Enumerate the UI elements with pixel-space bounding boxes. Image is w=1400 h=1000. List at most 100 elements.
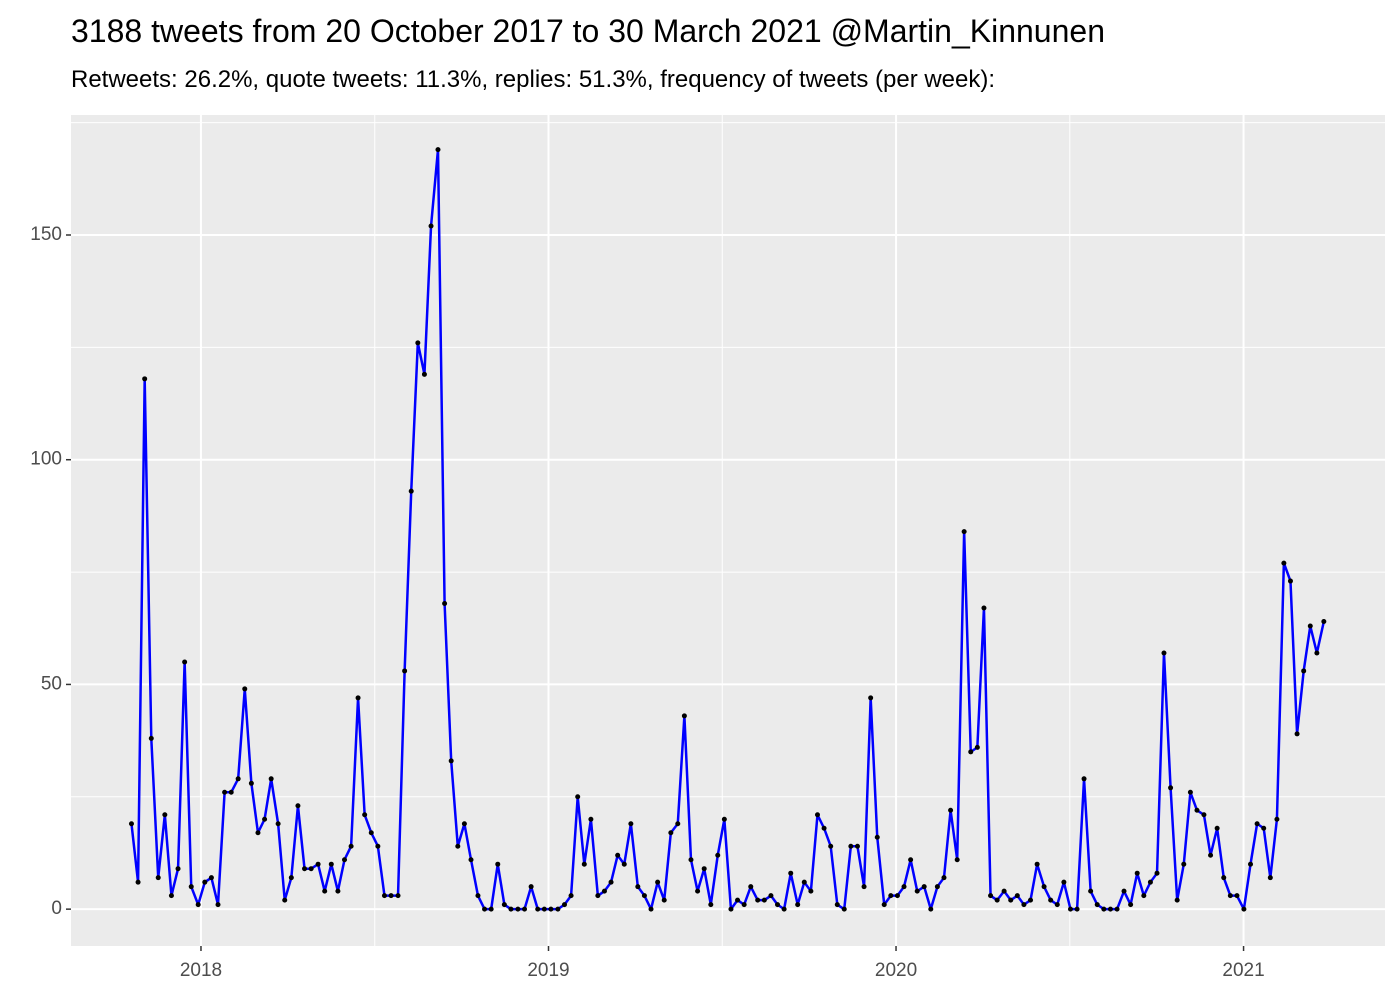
data-point	[202, 879, 208, 885]
data-point	[501, 902, 507, 908]
data-point	[668, 830, 674, 836]
data-point	[1054, 902, 1060, 908]
data-point	[641, 893, 647, 899]
data-point	[1201, 812, 1207, 818]
data-point	[1227, 893, 1233, 899]
data-point	[1281, 560, 1287, 566]
data-point	[435, 147, 441, 153]
data-point	[1141, 893, 1147, 899]
data-point	[295, 803, 301, 809]
data-point	[695, 888, 701, 894]
data-point	[1267, 875, 1273, 881]
data-point	[1261, 825, 1267, 831]
data-point	[735, 897, 741, 903]
data-point	[548, 906, 554, 912]
data-point	[1134, 870, 1140, 876]
data-point	[788, 870, 794, 876]
data-point	[348, 843, 354, 849]
data-point	[1061, 879, 1067, 885]
data-point	[1214, 825, 1220, 831]
data-point	[468, 857, 474, 863]
data-point	[208, 875, 214, 881]
data-point	[588, 816, 594, 822]
data-point	[708, 902, 714, 908]
data-point	[934, 884, 940, 890]
data-point	[1174, 897, 1180, 903]
data-point	[442, 601, 448, 607]
data-point	[841, 906, 847, 912]
data-point	[854, 843, 860, 849]
data-point	[328, 861, 334, 867]
data-point	[1321, 619, 1327, 625]
data-point	[721, 816, 727, 822]
data-point	[701, 866, 707, 872]
data-point	[1314, 650, 1320, 656]
data-point	[375, 843, 381, 849]
data-point	[475, 893, 481, 899]
data-point	[1001, 888, 1007, 894]
data-point	[188, 884, 194, 890]
data-point	[1067, 906, 1073, 912]
data-point	[482, 906, 488, 912]
data-point	[608, 879, 614, 885]
data-point	[681, 713, 687, 719]
data-point	[675, 821, 681, 827]
data-point	[655, 879, 661, 885]
data-point	[1041, 884, 1047, 890]
data-point	[1241, 906, 1247, 912]
data-point	[615, 852, 621, 858]
data-point	[128, 821, 134, 827]
data-point	[648, 906, 654, 912]
data-point	[1181, 861, 1187, 867]
data-point	[948, 807, 954, 813]
data-point	[522, 906, 528, 912]
data-point	[355, 695, 361, 701]
y-tick-label: 50	[41, 673, 62, 694]
data-point	[1301, 668, 1307, 674]
data-point	[834, 902, 840, 908]
data-point	[581, 861, 587, 867]
data-point	[488, 906, 494, 912]
data-point	[428, 223, 434, 229]
data-point	[1221, 875, 1227, 881]
data-point	[142, 376, 148, 382]
data-point	[242, 686, 248, 692]
data-point	[595, 893, 601, 899]
data-point	[1088, 888, 1094, 894]
data-point	[688, 857, 694, 863]
data-point	[1147, 879, 1153, 885]
data-point	[888, 893, 894, 899]
data-point	[961, 529, 967, 535]
data-point	[135, 879, 141, 885]
data-point	[821, 825, 827, 831]
x-tick-label: 2018	[180, 960, 222, 981]
data-point	[388, 893, 394, 899]
data-point	[635, 884, 641, 890]
data-point	[308, 866, 314, 872]
data-point	[568, 893, 574, 899]
data-point	[761, 897, 767, 903]
x-tick-label: 2019	[527, 960, 569, 981]
data-point	[402, 668, 408, 674]
data-point	[1034, 861, 1040, 867]
data-point	[1094, 902, 1100, 908]
data-point	[715, 852, 721, 858]
data-point	[848, 843, 854, 849]
data-point	[808, 888, 814, 894]
data-point	[874, 834, 880, 840]
data-point	[495, 861, 501, 867]
data-point	[1074, 906, 1080, 912]
data-point	[974, 744, 980, 750]
data-point	[262, 816, 268, 822]
data-point	[994, 897, 1000, 903]
data-point	[322, 888, 328, 894]
data-point	[661, 897, 667, 903]
data-point	[168, 893, 174, 899]
y-tick-label: 0	[51, 898, 62, 919]
data-point	[768, 893, 774, 899]
data-point	[894, 893, 900, 899]
data-point	[1028, 897, 1034, 903]
data-point	[508, 906, 514, 912]
data-point	[1154, 870, 1160, 876]
